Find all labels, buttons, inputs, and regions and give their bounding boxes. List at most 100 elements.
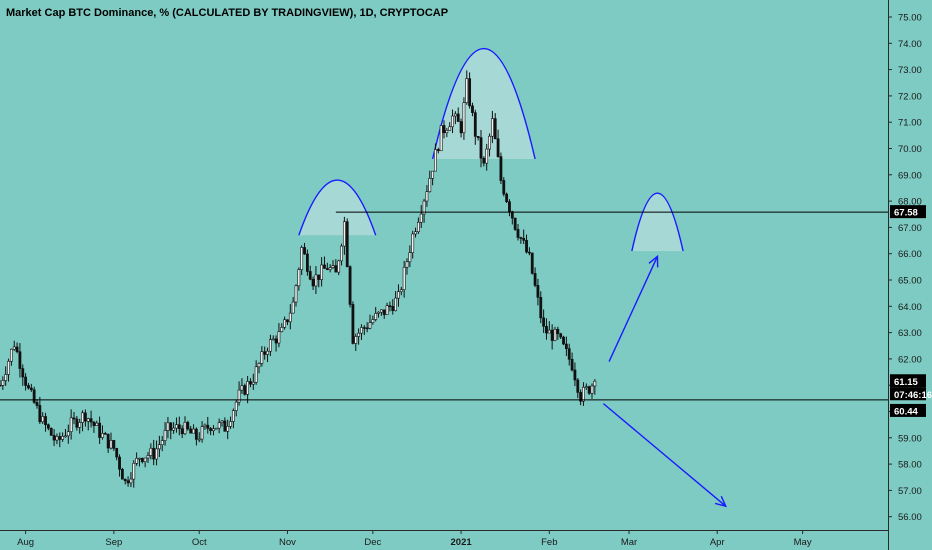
y-tick-label: 75.00 [898, 13, 922, 24]
candle-body [35, 402, 39, 406]
candle-body [579, 392, 583, 402]
candle-body [434, 149, 437, 172]
candle-body [95, 422, 99, 426]
y-tick-label: 73.00 [898, 65, 922, 76]
candle-body [556, 328, 560, 335]
candle-body [522, 237, 526, 241]
candle-body [525, 240, 528, 253]
time-axis[interactable]: Aug Sep Oct Nov Dec 2021 Feb Mar Apr May [17, 530, 812, 548]
candle-body [567, 348, 571, 360]
candle-body [334, 265, 338, 273]
candle-body [72, 417, 76, 420]
candle-body [305, 253, 309, 272]
candle-body [510, 211, 514, 219]
candle-body [186, 421, 190, 430]
candle-body [115, 448, 119, 458]
candle-body [445, 130, 449, 134]
candle-body [32, 389, 36, 403]
level-price-tag-box [890, 205, 926, 219]
candle-body [231, 410, 235, 422]
y-tick-label: 69.00 [898, 170, 922, 181]
candle-body [448, 126, 452, 131]
x-tick-label: Nov [279, 537, 296, 548]
level-price-tag: 67.58 [894, 208, 918, 219]
price-tags: 67.58 60.44 61.15 07:46:16 [890, 205, 932, 417]
x-tick-label: Oct [192, 537, 207, 548]
candle-body [200, 426, 204, 440]
candle-body [192, 428, 195, 434]
candle-body [553, 328, 557, 341]
candle-body [399, 289, 403, 292]
candle-body [482, 157, 486, 164]
candle-body [38, 405, 42, 423]
candle-body [55, 436, 59, 441]
candle-body [505, 193, 509, 202]
candle-body [394, 297, 398, 311]
candle-body [257, 363, 261, 368]
candle-body [12, 346, 16, 350]
candle-body [15, 346, 19, 353]
candle-body [300, 247, 304, 270]
candle-body [138, 457, 141, 460]
candle-body [268, 339, 272, 352]
candle-body [323, 264, 326, 269]
candle-body [214, 427, 218, 430]
candle-body [451, 115, 454, 128]
candle-body [530, 252, 534, 274]
candle-body [98, 422, 102, 438]
candle-body [559, 333, 563, 338]
candle-body [209, 428, 213, 431]
y-tick-label: 70.00 [898, 144, 922, 155]
candle-body [206, 424, 210, 429]
y-tick-label: 64.00 [898, 302, 922, 313]
candle-body [337, 260, 341, 273]
candle-body [533, 273, 537, 286]
candle-body [576, 379, 580, 393]
candle-body [129, 478, 133, 484]
candle-body [277, 331, 281, 344]
x-tick-label: 2021 [451, 537, 473, 548]
candle-body [496, 138, 500, 157]
candle-body [251, 381, 255, 385]
candle-body [180, 428, 184, 435]
level-price-tag-box [890, 403, 926, 417]
candle-body [172, 427, 176, 431]
candle-body [46, 424, 50, 429]
arrow-head [714, 495, 728, 508]
candle-body [109, 440, 113, 449]
candle-body [357, 332, 361, 337]
countdown-tag: 07:46:16 [894, 390, 932, 401]
candle-body [348, 266, 352, 305]
candle-body [550, 329, 554, 341]
candle-body [152, 447, 156, 460]
candle-body [490, 118, 494, 137]
candle-body [0, 384, 2, 387]
candle-body [453, 113, 457, 117]
y-tick-label: 62.00 [898, 354, 922, 365]
candle-body [320, 264, 324, 280]
candle-body [183, 421, 187, 435]
candle-body [436, 149, 440, 152]
candle-body [288, 312, 292, 323]
candle-body [584, 386, 588, 388]
last-price-tag-box [890, 374, 926, 388]
candle-body [303, 247, 306, 255]
arc-pattern-curve [631, 192, 684, 252]
candle-body [502, 180, 506, 195]
candle-body [266, 350, 269, 355]
candle-body [508, 201, 511, 212]
y-tick-label: 68.00 [898, 197, 922, 208]
candle-body [212, 428, 215, 431]
candle-body [189, 428, 193, 434]
y-tick-label: 74.00 [898, 39, 922, 50]
candle-body [89, 418, 93, 423]
y-tick-label: 67.00 [898, 223, 922, 234]
candle-body [499, 156, 503, 181]
candle-body [157, 444, 161, 450]
candle-body [536, 285, 540, 298]
candle-body [385, 305, 389, 315]
candle-body [132, 462, 136, 480]
candle-body [573, 369, 577, 381]
candle-body [118, 456, 121, 470]
y-tick-label: 57.00 [898, 486, 922, 497]
